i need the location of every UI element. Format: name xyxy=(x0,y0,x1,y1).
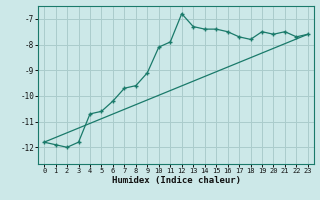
X-axis label: Humidex (Indice chaleur): Humidex (Indice chaleur) xyxy=(111,176,241,185)
